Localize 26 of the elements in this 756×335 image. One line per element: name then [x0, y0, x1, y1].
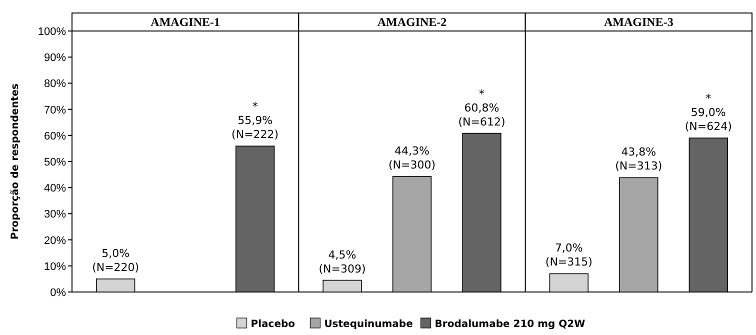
- data-label: 44,3% (N=300): [388, 144, 436, 172]
- y-tick-label: 40%: [44, 182, 66, 195]
- x-tick-label: AMAGINE-3: [604, 15, 674, 29]
- y-tick-label: 70%: [44, 104, 66, 116]
- y-tick-label: 100%: [38, 26, 66, 38]
- y-axis-title: Proporção de respondentes: [10, 83, 21, 240]
- y-tick-label: 50%: [44, 156, 66, 168]
- y-tick-label: 0%: [50, 287, 66, 299]
- data-label: 5,0% (N=220): [92, 246, 140, 274]
- data-label: 43,8% (N=313): [615, 146, 662, 173]
- y-tick-label: 80%: [44, 78, 66, 90]
- y-tick-label: 90%: [44, 52, 66, 64]
- x-tick-label: AMAGINE-2: [377, 15, 447, 29]
- data-label: * 59,0% (N=624): [684, 92, 732, 134]
- y-tick-label: 20%: [44, 234, 66, 247]
- legend-label: Placebo: [250, 319, 296, 330]
- data-label: * 55,9% (N=222): [232, 100, 279, 142]
- legend-label: Brodalumabe 210 mg Q2W: [434, 319, 586, 330]
- y-tick-label: 10%: [44, 260, 66, 273]
- data-label: 4,5% (N=309): [318, 248, 366, 276]
- y-tick-label: 60%: [44, 130, 66, 142]
- y-tick-label: 30%: [44, 208, 66, 221]
- legend-label: Ustequinumabe: [324, 319, 414, 330]
- x-tick-label: AMAGINE-1: [150, 15, 220, 29]
- data-label: * 60,8% (N=612): [458, 87, 506, 128]
- data-label: 7,0% (N=315): [545, 242, 592, 269]
